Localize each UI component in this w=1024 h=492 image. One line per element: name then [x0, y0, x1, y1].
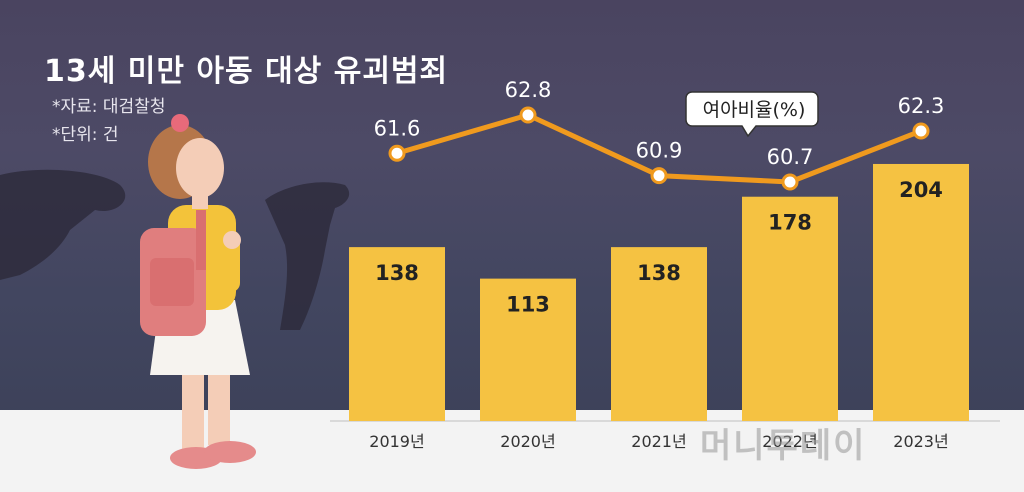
bar-2023년 — [873, 163, 969, 421]
x-tick-label: 2020년 — [500, 432, 555, 451]
line-value-label: 60.9 — [636, 139, 683, 163]
watermark-logo: 머니투데이 — [700, 426, 867, 466]
x-tick-label: 2022년 — [762, 432, 817, 451]
legend-label: 여아비율(%) — [703, 99, 806, 121]
bar-value-label: 138 — [637, 261, 681, 285]
unit-note: *단위: 건 — [52, 125, 119, 145]
line-point — [519, 106, 537, 124]
bar-2021년 — [611, 247, 707, 421]
x-tick-label: 2021년 — [631, 432, 686, 451]
chart-title: 13세 미만 아동 대상 유괴범죄 — [44, 54, 449, 89]
source-note: *자료: 대검찰청 — [52, 97, 166, 117]
bar-value-label: 178 — [768, 211, 812, 235]
line-point — [781, 173, 799, 191]
legend-bubble — [685, 91, 819, 138]
x-tick-label: 2023년 — [893, 432, 948, 451]
bar-value-label: 204 — [899, 178, 943, 202]
line-value-label: 62.3 — [898, 94, 945, 118]
line-value-label: 60.7 — [767, 145, 814, 169]
bar-value-label: 113 — [506, 293, 550, 317]
bar-2020년 — [480, 278, 576, 421]
bar-2022년 — [742, 196, 838, 421]
line-point — [650, 167, 668, 185]
line-point — [912, 122, 930, 140]
bar-value-label: 138 — [375, 261, 419, 285]
x-tick-label: 2019년 — [369, 432, 424, 451]
line-value-label: 61.6 — [374, 116, 421, 140]
line-point — [388, 144, 406, 162]
bar-2019년 — [349, 247, 445, 421]
axis-band — [0, 410, 1024, 492]
line-value-label: 62.8 — [505, 78, 552, 102]
